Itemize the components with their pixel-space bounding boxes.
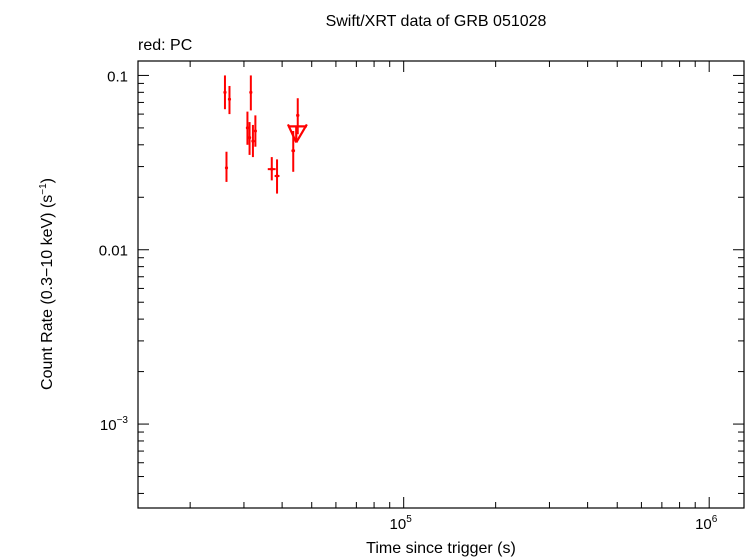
point-marker bbox=[224, 166, 229, 170]
data-point bbox=[267, 157, 276, 181]
y-axis-label-main: Count Rate (0.3−10 keV) (s bbox=[39, 195, 56, 390]
upper-limit bbox=[286, 123, 308, 143]
y-axis-label-exponent: −1 bbox=[38, 183, 49, 195]
point-marker bbox=[251, 139, 255, 143]
chart-title: Swift/XRT data of GRB 051028 bbox=[326, 13, 547, 30]
point-marker bbox=[227, 97, 232, 101]
x-tick-label-base: 10 bbox=[390, 516, 407, 533]
plot-frame bbox=[137, 60, 745, 509]
data-point bbox=[251, 124, 255, 158]
x-tick-label: 105 bbox=[390, 514, 413, 533]
x-axis-tick-labels: 105 106 bbox=[390, 514, 718, 533]
upper-limit-arrow-right bbox=[295, 123, 308, 143]
point-marker bbox=[291, 149, 295, 153]
point-marker bbox=[223, 90, 227, 94]
data-point bbox=[247, 122, 252, 155]
data-point bbox=[224, 151, 229, 182]
point-marker bbox=[275, 174, 279, 178]
y-tick-label-base: 10 bbox=[100, 417, 117, 434]
data-point bbox=[253, 115, 257, 147]
y-axis-label-close: ) bbox=[39, 178, 56, 183]
point-marker bbox=[249, 90, 253, 94]
point-marker bbox=[270, 167, 274, 171]
y-tick-label-exponent: −3 bbox=[117, 415, 129, 426]
point-marker bbox=[245, 126, 250, 130]
chart-subtitle: red: PC bbox=[138, 37, 192, 54]
data-point bbox=[296, 98, 300, 135]
data-point bbox=[223, 75, 227, 110]
x-tick-label-exponent: 6 bbox=[712, 514, 718, 525]
x-tick-label-exponent: 5 bbox=[406, 514, 412, 525]
x-tick-label: 106 bbox=[695, 514, 718, 533]
data-point bbox=[227, 85, 232, 115]
x-axis-ticks bbox=[189, 61, 710, 508]
point-marker bbox=[247, 135, 252, 140]
y-tick-label: 10−3 bbox=[100, 415, 129, 434]
y-axis-label: Count Rate (0.3−10 keV) (s−1) bbox=[38, 178, 56, 390]
data-point bbox=[274, 159, 280, 194]
point-marker bbox=[296, 113, 300, 117]
x-axis-label: Time since trigger (s) bbox=[366, 540, 516, 557]
x-tick-label-base: 10 bbox=[695, 516, 712, 533]
data-point bbox=[245, 111, 250, 145]
y-tick-label: 0.01 bbox=[99, 243, 128, 260]
data-points bbox=[223, 75, 308, 194]
y-axis-ticks bbox=[138, 74, 744, 494]
point-marker bbox=[253, 129, 257, 133]
y-tick-label: 0.1 bbox=[107, 68, 128, 85]
y-axis-tick-labels: 0.1 0.01 10−3 bbox=[99, 68, 129, 434]
upper-limit-arrow-left bbox=[286, 123, 298, 143]
data-point bbox=[249, 75, 253, 111]
